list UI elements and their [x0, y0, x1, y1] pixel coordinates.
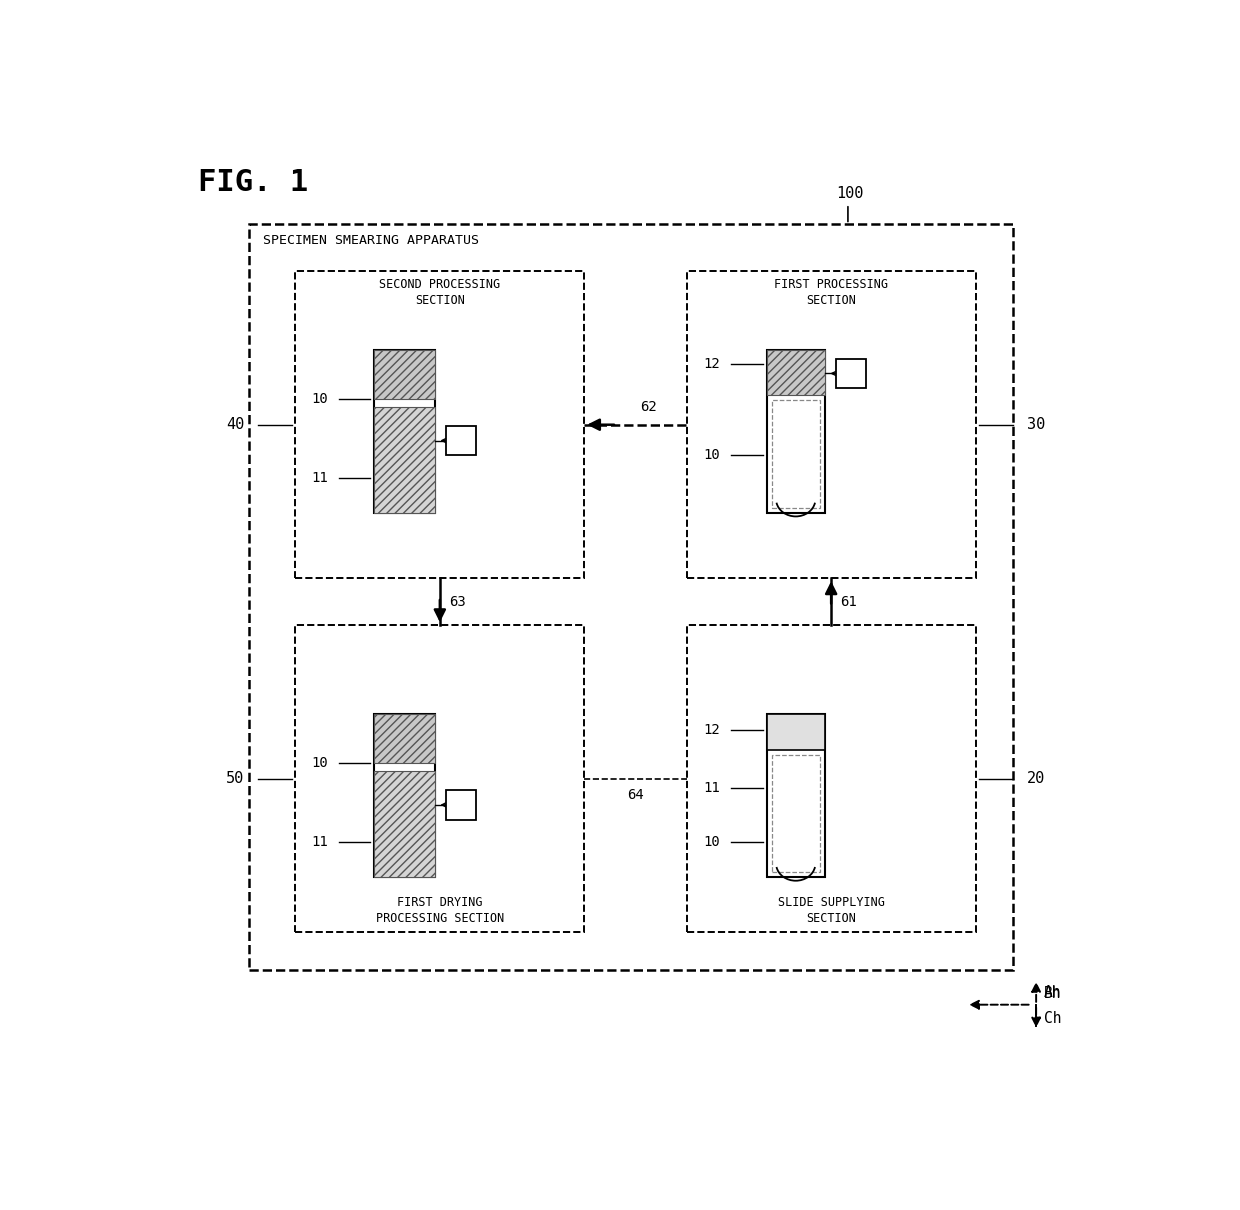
Text: 12: 12 [703, 357, 720, 371]
Text: 64: 64 [627, 788, 644, 802]
Bar [766, 350, 825, 396]
Bar [374, 714, 435, 764]
Bar [836, 358, 866, 388]
Text: 11: 11 [311, 835, 327, 849]
Text: 12: 12 [703, 724, 720, 737]
Text: 100: 100 [836, 186, 863, 201]
Text: 40: 40 [226, 417, 244, 432]
Text: SPECIMEN SMEARING APPARATUS: SPECIMEN SMEARING APPARATUS [263, 234, 479, 247]
Text: 10: 10 [311, 756, 327, 770]
Bar [374, 771, 435, 877]
Text: 63: 63 [449, 595, 466, 609]
Text: 20: 20 [1027, 771, 1045, 786]
Bar [687, 271, 976, 578]
Bar [295, 271, 584, 578]
Bar [766, 714, 825, 750]
Text: 30: 30 [1027, 417, 1045, 432]
Text: FIRST DRYING
PROCESSING SECTION: FIRST DRYING PROCESSING SECTION [376, 897, 503, 924]
Text: 10: 10 [311, 392, 327, 405]
Bar [374, 350, 435, 398]
Text: SLIDE SUPPLYING
SECTION: SLIDE SUPPLYING SECTION [777, 897, 884, 924]
Bar [446, 426, 476, 455]
Text: FIRST PROCESSING
SECTION: FIRST PROCESSING SECTION [774, 278, 888, 307]
Text: 11: 11 [311, 471, 327, 485]
Text: SECOND PROCESSING
SECTION: SECOND PROCESSING SECTION [379, 278, 501, 307]
Text: 50: 50 [226, 771, 244, 786]
Bar [374, 407, 435, 513]
Bar [249, 224, 1013, 969]
Bar [766, 350, 825, 513]
Text: FIG. 1: FIG. 1 [197, 168, 308, 197]
Text: Ah: Ah [1044, 985, 1061, 999]
Bar [446, 790, 476, 819]
Bar [687, 626, 976, 933]
Bar [766, 714, 825, 877]
Bar [295, 626, 584, 933]
Text: 62: 62 [640, 399, 657, 414]
Text: Bh: Bh [1044, 986, 1061, 1001]
Text: 11: 11 [703, 782, 720, 795]
Text: 61: 61 [841, 595, 857, 609]
Text: 10: 10 [703, 835, 720, 849]
Text: Ch: Ch [1044, 1010, 1061, 1026]
Text: 10: 10 [703, 448, 720, 461]
Bar [374, 714, 435, 877]
Bar [771, 755, 820, 872]
Bar [771, 401, 820, 508]
Bar [374, 350, 435, 513]
